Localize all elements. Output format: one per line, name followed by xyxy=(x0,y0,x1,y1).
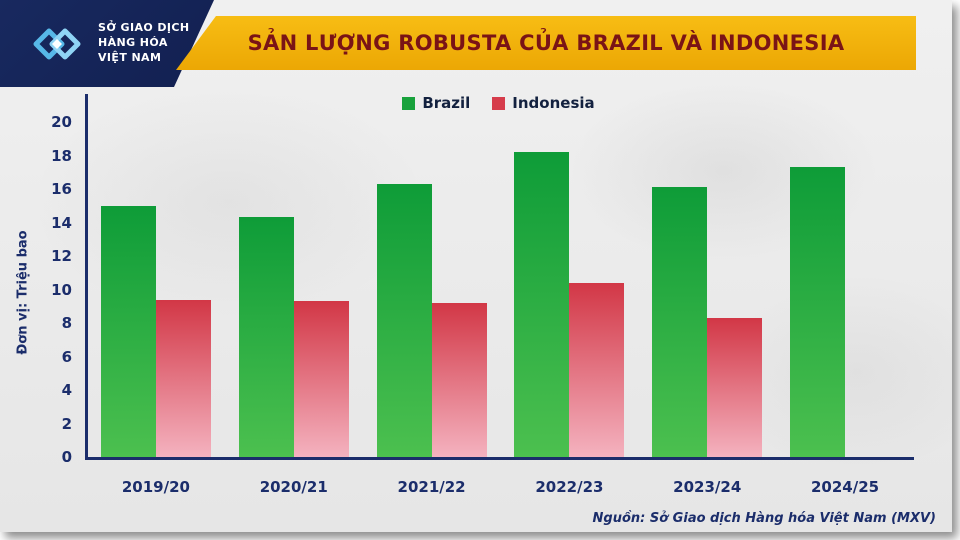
x-tick-label: 2019/20 xyxy=(121,478,190,496)
bar-indonesia xyxy=(293,301,349,457)
bar-group xyxy=(225,122,363,457)
y-tick: 16 xyxy=(51,180,72,198)
x-tick-label: 2023/24 xyxy=(673,478,742,496)
bar-brazil xyxy=(652,187,708,457)
bar-indonesia xyxy=(155,299,211,457)
y-axis-line xyxy=(85,94,88,458)
plot-area xyxy=(87,122,914,457)
bar-group xyxy=(776,122,914,457)
y-tick: 12 xyxy=(51,247,72,265)
bar-group xyxy=(87,122,225,457)
x-axis-line xyxy=(85,457,914,460)
logo-block: SỞ GIAO DỊCH HÀNG HÓA VIỆT NAM xyxy=(0,0,214,87)
bar-indonesia xyxy=(707,317,763,457)
legend-item-brazil: Brazil xyxy=(402,94,470,112)
bar-indonesia xyxy=(569,282,625,457)
y-tick: 8 xyxy=(61,314,72,332)
y-tick: 14 xyxy=(51,213,72,232)
bar-group xyxy=(638,122,776,457)
logo-text: SỞ GIAO DỊCH HÀNG HÓA VIỆT NAM xyxy=(98,21,189,66)
y-tick: 18 xyxy=(51,146,72,165)
bar-brazil xyxy=(514,152,570,457)
bar-brazil xyxy=(100,205,156,457)
legend-swatch-indonesia xyxy=(492,96,506,110)
legend-item-indonesia: Indonesia xyxy=(492,94,595,112)
x-tick-label: 2024/25 xyxy=(811,478,880,496)
bar-brazil xyxy=(376,183,432,457)
logo-line-3: VIỆT NAM xyxy=(98,50,162,64)
bar-brazil xyxy=(238,217,294,457)
y-tick: 4 xyxy=(61,381,72,399)
y-tick: 6 xyxy=(61,347,72,366)
bar-indonesia xyxy=(431,302,487,457)
y-tick: 0 xyxy=(61,448,72,466)
x-axis-labels: 2019/20 2020/21 2021/22 2022/23 2023/24 2024/… xyxy=(87,478,914,498)
x-tick-label: 2022/23 xyxy=(535,478,604,496)
x-tick-label: 2021/22 xyxy=(397,478,466,496)
bar-group xyxy=(363,122,501,457)
source-note: Nguồn: Sở Giao dịch Hàng hóa Việt Nam (M… xyxy=(592,511,936,526)
y-tick: 20 xyxy=(51,113,72,131)
logo-line-1: SỞ GIAO DỊCH xyxy=(98,21,190,35)
y-axis-ticks: 0 2 4 6 8 10 12 14 16 18 20 xyxy=(36,113,78,466)
mxv-logo-icon xyxy=(28,22,86,66)
chart-legend: Brazil Indonesia xyxy=(85,93,912,113)
legend-label: Brazil xyxy=(422,94,471,112)
chart-title: SẢN LƯỢNG ROBUSTA CỦA BRAZIL VÀ INDONESI… xyxy=(247,31,845,55)
y-axis-label: Đơn vị: Triệu bao xyxy=(15,230,31,355)
logo-line-2: HÀNG HÓA xyxy=(98,36,168,50)
infographic-page: SỞ GIAO DỊCH HÀNG HÓA VIỆT NAM SẢN LƯỢNG… xyxy=(0,0,952,532)
bar-group xyxy=(500,122,638,457)
y-tick: 2 xyxy=(61,414,72,433)
title-banner: SẢN LƯỢNG ROBUSTA CỦA BRAZIL VÀ INDONESI… xyxy=(176,16,916,70)
bar-brazil xyxy=(790,167,846,457)
y-tick: 10 xyxy=(51,280,72,299)
x-tick-label: 2020/21 xyxy=(259,478,328,496)
legend-swatch-brazil xyxy=(402,96,416,110)
legend-label: Indonesia xyxy=(512,94,595,112)
